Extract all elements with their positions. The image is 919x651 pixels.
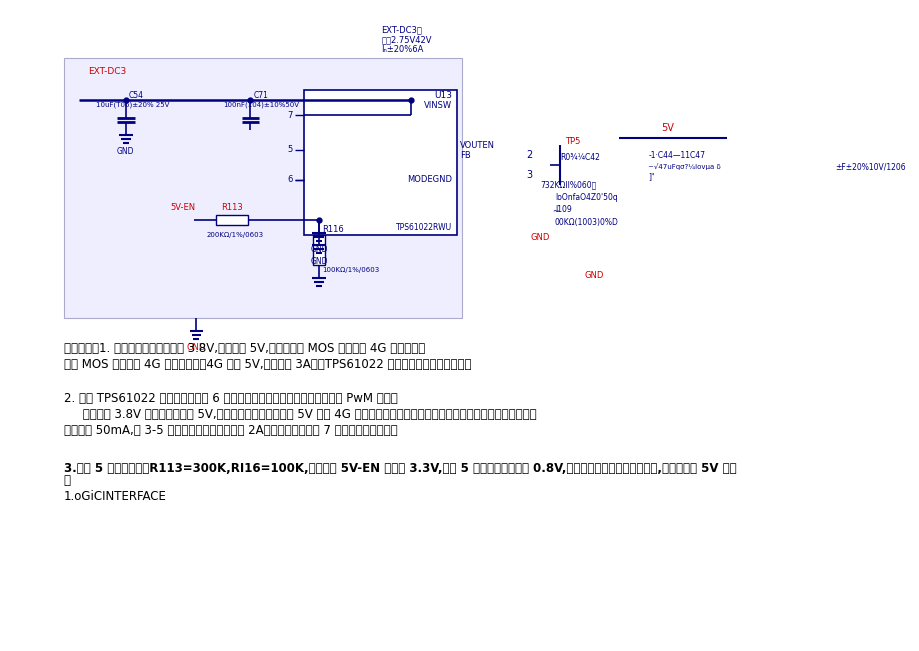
Bar — [63, 58, 461, 318]
Text: 5: 5 — [287, 146, 292, 154]
Text: 100KΩ/1%/0603: 100KΩ/1%/0603 — [322, 267, 379, 273]
Text: C71: C71 — [253, 90, 268, 100]
Text: I109: I109 — [554, 206, 571, 214]
Text: 10uF(T06)±20% 25V: 10uF(T06)±20% 25V — [96, 102, 169, 108]
Text: 5V-EN: 5V-EN — [170, 204, 195, 212]
Text: IoOnfaO4Z0'50q: IoOnfaO4Z0'50q — [554, 193, 617, 202]
Text: 。: 。 — [63, 475, 71, 488]
Text: 732KΩll%060：: 732KΩll%060： — [539, 180, 596, 189]
Text: VINSW: VINSW — [424, 102, 451, 111]
Text: MODEGND: MODEGND — [406, 176, 451, 184]
Text: 6: 6 — [287, 176, 292, 184]
Text: R113: R113 — [221, 204, 243, 212]
Text: ~: ~ — [551, 208, 558, 217]
Text: 3.更改 5 脚分压电阻，R113=300K,RI16=100K,网络标号 5V-EN 电压为 3.3V,那么 5 脚电压分压后得到 0.8V,芯片无法打开工作: 3.更改 5 脚分压电阻，R113=300K,RI16=100K,网络标号 5V… — [63, 462, 736, 475]
Text: U13: U13 — [434, 90, 451, 100]
Bar — [216, 215, 247, 225]
Text: 100nF(104)±10%50V: 100nF(104)±10%50V — [222, 102, 299, 108]
Text: GND: GND — [117, 148, 134, 156]
Text: VOUTEN: VOUTEN — [460, 141, 494, 150]
Bar — [304, 90, 456, 235]
Text: TPS61022RWU: TPS61022RWU — [395, 223, 451, 232]
Text: 200KΩ/1%/0603: 200KΩ/1%/0603 — [206, 232, 263, 238]
Text: 2: 2 — [526, 150, 532, 160]
Text: R0¾¼C42: R0¾¼C42 — [560, 154, 599, 163]
Text: EXT-DC3: EXT-DC3 — [88, 68, 127, 77]
Text: C54: C54 — [129, 90, 143, 100]
Text: 输入电压 3.8V 左右，输出电压 5V,且不给打开后级电路，即 5V 不给 4G 模块供电，理解为无负载，不做任何操作，该芯片输入端电: 输入电压 3.8V 左右，输出电压 5V,且不给打开后级电路，即 5V 不给 4… — [63, 408, 536, 421]
Text: GND: GND — [310, 256, 327, 266]
Text: 压：2.75V42V: 压：2.75V42V — [380, 36, 431, 44]
Text: FB: FB — [460, 150, 470, 159]
Text: 3: 3 — [526, 170, 532, 180]
Text: 问题描述：1. 在调试时，输入电压为 3.8V,输出电压 5V,在经过一个 MOS 管给一个 4G 模块供电。: 问题描述：1. 在调试时，输入电压为 3.8V,输出电压 5V,在经过一个 MO… — [63, 342, 425, 355]
Text: GND: GND — [187, 344, 206, 352]
Text: 00KΩ(1003)0%D: 00KΩ(1003)0%D — [554, 217, 618, 227]
Text: 流能到达 50mA,约 3-5 秒钟后，输入端电流达到 2A；停止供电，测量 7 脚对地已经短路了。: 流能到达 50mA,约 3-5 秒钟后，输入端电流达到 2A；停止供电，测量 7… — [63, 424, 397, 437]
Text: R116: R116 — [322, 225, 344, 234]
Text: 7: 7 — [287, 111, 292, 120]
Text: GND: GND — [530, 234, 550, 243]
Text: ]": ]" — [648, 173, 654, 182]
Text: 5V: 5V — [661, 123, 674, 133]
Text: -1·C44—11C47: -1·C44—11C47 — [648, 150, 705, 159]
Text: ±F±20%10V/1206: ±F±20%10V/1206 — [834, 163, 904, 171]
Text: TP5: TP5 — [564, 137, 580, 146]
Text: EXT-DC3电: EXT-DC3电 — [380, 25, 422, 35]
Text: GND: GND — [310, 245, 327, 255]
Bar — [313, 235, 324, 265]
Text: 1.oGiCINTERFACE: 1.oGiCINTERFACE — [63, 490, 166, 503]
Text: ~√47uFqσ?¼lovμa δ: ~√47uFqσ?¼lovμa δ — [648, 163, 720, 171]
Text: GND: GND — [584, 271, 603, 279]
Text: 2. 更改 TPS61022 的工作模式，把 6 脚接成高电平，此时按手册说明为强制 PwM 模式，: 2. 更改 TPS61022 的工作模式，把 6 脚接成高电平，此时按手册说明为… — [63, 391, 397, 404]
Text: 当把 MOS 管打开给 4G 模块供电时（4G 模块 5V,瞬间电流 3A），TPS61022 就烧掉，瞬间有青烟冒出。: 当把 MOS 管打开给 4G 模块供电时（4G 模块 5V,瞬间电流 3A），T… — [63, 357, 471, 370]
Text: Iₙ±20%6A: Iₙ±20%6A — [380, 46, 423, 55]
